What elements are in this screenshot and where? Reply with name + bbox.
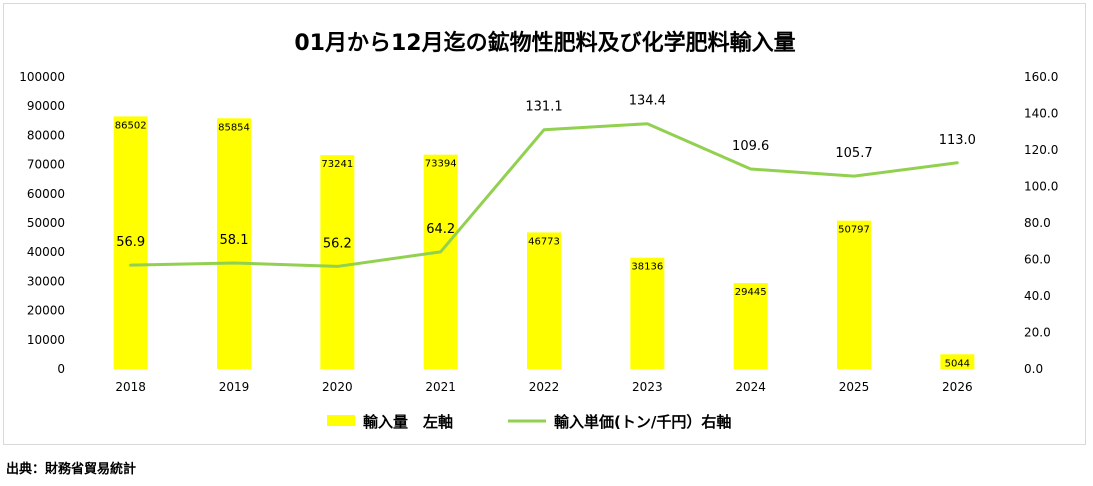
left-tick-label: 10000: [27, 333, 65, 347]
left-axis: 0 10000 20000 30000 40000 50000 60000 70000 8000…: [19, 70, 65, 376]
x-tick-label: 2020: [322, 380, 353, 394]
left-tick-label: 30000: [27, 274, 65, 288]
x-tick-label: 2018: [115, 380, 146, 394]
legend-swatch-bar: [327, 415, 355, 426]
legend-label-bar: 輸入量 左軸: [363, 413, 453, 431]
bar: [837, 220, 871, 369]
bar: [217, 118, 251, 369]
x-tick-label: 2023: [632, 380, 663, 394]
bar-series: [113, 116, 975, 370]
bar-data-label: 5044: [945, 358, 970, 369]
chart-frame: 01月から12月迄の鉱物性肥料及び化学肥料輸入量 0 10000 20000 3000…: [3, 3, 1086, 445]
bar-data-label: 46773: [528, 236, 560, 247]
left-tick-label: 60000: [27, 187, 65, 201]
bar: [733, 283, 768, 369]
line-data-label: 56.2: [323, 236, 352, 251]
right-axis: 0.0 20.0 40.0 60.0 80.0 100.0 120.0 140.0 160.0: [1024, 70, 1058, 376]
left-tick-label: 70000: [27, 158, 65, 172]
bar-data-label: 85854: [218, 122, 250, 133]
line-data-label: 105.7: [835, 146, 872, 161]
bar-data-label: 50797: [838, 225, 870, 236]
right-tick-label: 0.0: [1024, 362, 1043, 376]
line-data-label: 56.9: [116, 235, 145, 250]
line-series: [129, 122, 959, 268]
chart-title: 01月から12月迄の鉱物性肥料及び化学肥料輸入量: [294, 30, 795, 56]
source-note: 出典：財務省貿易統計: [6, 462, 137, 477]
bar: [940, 354, 975, 369]
left-tick-label: 100000: [19, 70, 65, 84]
bar-data-label: 38136: [631, 262, 663, 273]
combo-chart: 01月から12月迄の鉱物性肥料及び化学肥料輸入量 0 10000 20000 3000…: [19, 30, 1058, 431]
bar-data-label: 73394: [425, 159, 457, 170]
x-tick-label: 2019: [219, 380, 250, 394]
bar: [320, 155, 355, 369]
right-tick-label: 140.0: [1024, 107, 1058, 121]
bar-data-labels: 86502 85854 73241 73394 46773 38136 29445 50797…: [115, 120, 970, 369]
left-tick-label: 90000: [27, 99, 65, 113]
x-tick-label: 2022: [529, 380, 560, 394]
left-tick-label: 40000: [27, 245, 65, 259]
line-data-label: 109.6: [732, 139, 769, 154]
bar: [630, 257, 665, 369]
bar-data-label: 86502: [115, 120, 147, 131]
bar-data-label: 29445: [735, 287, 767, 298]
x-axis: 2018 2019 2020 2021 2022 2023 2024 2025 2026: [115, 380, 972, 394]
right-tick-label: 120.0: [1024, 143, 1058, 157]
right-tick-label: 160.0: [1024, 70, 1058, 84]
left-tick-label: 0: [57, 362, 65, 376]
line-data-label: 113.0: [939, 133, 976, 148]
line-data-labels: 56.9 58.1 56.2 64.2 131.1 134.4 109.6 105.7 113.…: [116, 94, 976, 252]
left-tick-label: 20000: [27, 304, 65, 318]
line-data-label: 131.1: [525, 100, 562, 115]
legend: 輸入量 左軸 輸入単価(トン/千円）右軸: [327, 413, 731, 431]
right-tick-label: 100.0: [1024, 180, 1058, 194]
right-tick-label: 40.0: [1024, 289, 1051, 303]
legend-label-line: 輸入単価(トン/千円）右軸: [554, 413, 731, 431]
right-tick-label: 80.0: [1024, 216, 1051, 230]
x-tick-label: 2026: [942, 380, 973, 394]
left-tick-label: 80000: [27, 128, 65, 142]
line-data-label: 134.4: [629, 94, 666, 109]
price-line: [129, 122, 959, 268]
line-data-label: 58.1: [220, 233, 249, 248]
bar: [527, 232, 561, 369]
bar: [423, 154, 458, 369]
bar: [113, 116, 148, 370]
right-tick-label: 60.0: [1024, 253, 1051, 267]
x-tick-label: 2024: [735, 380, 766, 394]
right-tick-label: 20.0: [1024, 326, 1051, 340]
bar-data-label: 73241: [321, 159, 353, 170]
x-tick-label: 2021: [425, 380, 456, 394]
line-data-label: 64.2: [426, 222, 455, 237]
x-tick-label: 2025: [839, 380, 870, 394]
left-tick-label: 50000: [27, 216, 65, 230]
